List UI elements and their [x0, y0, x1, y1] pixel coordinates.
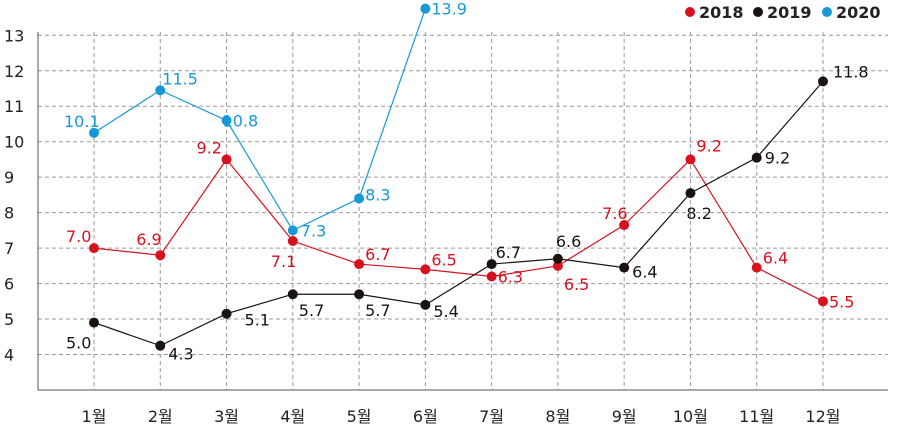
- data-point-2019: [354, 289, 365, 300]
- data-label-2020: 10.1: [64, 112, 100, 131]
- data-point-2018: [817, 296, 828, 307]
- x-tick-label: 2월: [148, 407, 173, 426]
- x-tick-label: 9월: [612, 407, 637, 426]
- data-point-2018: [354, 259, 365, 270]
- data-label-2019: 5.7: [365, 301, 390, 320]
- data-label-2018: 6.5: [431, 250, 456, 269]
- data-label-2018: 9.2: [197, 138, 222, 157]
- data-point-2019: [89, 317, 99, 328]
- x-tick-label: 7월: [479, 407, 504, 426]
- data-point-2018: [619, 220, 630, 231]
- data-label-2020: 7.3: [301, 221, 326, 240]
- data-point-2019: [287, 289, 298, 300]
- data-label-2019: 6.4: [632, 263, 657, 282]
- data-label-2019: 4.3: [168, 345, 193, 364]
- data-label-2020: 10.8: [223, 111, 259, 130]
- legend-label-2020: 2020: [836, 3, 881, 22]
- data-point-2018: [155, 250, 166, 261]
- y-tick-label: 8: [4, 204, 14, 223]
- data-label-2019: 5.0: [66, 334, 91, 353]
- legend-marker-2020: [822, 7, 832, 17]
- data-label-2018: 5.5: [829, 292, 854, 311]
- y-tick-label: 7: [4, 239, 14, 258]
- data-point-2020: [221, 115, 232, 126]
- data-label-2018: 7.0: [66, 227, 91, 246]
- x-tick-label: 6월: [413, 407, 438, 426]
- data-point-2019: [817, 76, 828, 87]
- data-point-2019: [685, 188, 696, 199]
- data-label-2019: 11.8: [833, 62, 869, 81]
- data-label-2019: 9.2: [765, 149, 790, 168]
- y-tick-label: 12: [4, 62, 24, 81]
- y-tick-label: 6: [4, 275, 14, 294]
- series-line-2020: [93, 8, 426, 232]
- data-label-2020: 13.9: [431, 0, 467, 19]
- x-tick-label: 12월: [805, 407, 840, 426]
- data-label-2018: 6.4: [763, 249, 788, 268]
- legend-marker-2018: [685, 7, 695, 17]
- data-label-2018: 6.7: [365, 245, 390, 264]
- data-point-2019: [155, 340, 166, 351]
- data-point-2018: [751, 262, 762, 273]
- y-tick-label: 9: [4, 168, 14, 187]
- data-label-2019: 6.7: [496, 243, 521, 262]
- data-point-2020: [155, 85, 166, 96]
- data-label-2018: 6.5: [564, 275, 589, 294]
- data-point-2018: [221, 154, 232, 165]
- x-tick-label: 8월: [545, 407, 570, 426]
- data-label-2019: 5.7: [299, 301, 324, 320]
- y-tick-label: 4: [4, 346, 14, 365]
- data-label-2018: 6.3: [498, 267, 523, 286]
- data-point-2018: [552, 260, 563, 271]
- legend-label-2019: 2019: [767, 3, 812, 22]
- y-tick-label: 5: [4, 310, 14, 329]
- data-point-2018: [89, 243, 99, 254]
- data-label-2018: 9.2: [696, 136, 721, 155]
- data-point-2019: [619, 262, 630, 273]
- data-point-2019: [221, 308, 232, 319]
- data-point-2018: [420, 264, 431, 275]
- series-line-2018: [93, 158, 824, 302]
- legend-label-2018: 2018: [699, 3, 744, 22]
- x-tick-label: 5월: [347, 407, 372, 426]
- legend-marker-2019: [753, 7, 763, 17]
- data-label-2020: 8.3: [365, 185, 390, 204]
- data-point-2018: [486, 271, 497, 282]
- data-point-2020: [89, 127, 99, 138]
- data-point-2018: [287, 236, 298, 247]
- x-tick-label: 10월: [673, 407, 708, 426]
- data-label-2018: 7.1: [271, 252, 296, 271]
- data-point-2019: [751, 152, 762, 163]
- x-tick-label: 1월: [82, 407, 107, 426]
- x-tick-label: 11월: [739, 407, 774, 426]
- data-point-2019: [486, 259, 497, 270]
- x-tick-label: 4월: [280, 407, 305, 426]
- data-label-2018: 7.6: [602, 204, 627, 223]
- y-tick-label: 10: [4, 133, 24, 152]
- data-point-2018: [685, 154, 696, 165]
- data-label-2019: 8.2: [686, 204, 711, 223]
- series-line-2019: [93, 81, 824, 347]
- data-point-2020: [287, 225, 298, 236]
- y-tick-label: 13: [4, 26, 24, 45]
- x-tick-label: 3월: [214, 407, 239, 426]
- data-label-2019: 5.4: [433, 302, 458, 321]
- data-label-2019: 5.1: [245, 311, 270, 330]
- data-label-2020: 11.5: [162, 69, 198, 88]
- data-label-2018: 6.9: [136, 230, 161, 249]
- data-point-2020: [420, 3, 431, 14]
- data-label-2019: 6.6: [556, 232, 581, 251]
- y-tick-label: 11: [4, 97, 24, 116]
- data-point-2019: [420, 299, 431, 310]
- data-point-2019: [552, 253, 563, 264]
- data-point-2020: [354, 193, 365, 204]
